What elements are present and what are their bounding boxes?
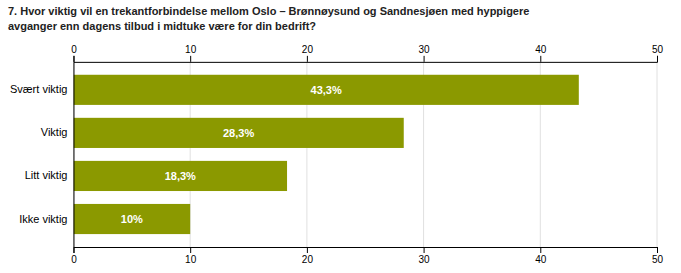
tick-mark [190, 56, 191, 62]
tick-mark [540, 56, 541, 62]
bar [73, 118, 403, 148]
tick-label: 10 [185, 44, 197, 55]
tick: 10 [185, 247, 197, 265]
tick-mark [657, 56, 658, 62]
tick: 50 [652, 247, 664, 265]
tick: 30 [419, 247, 431, 265]
bar [73, 204, 190, 234]
tick-mark [657, 247, 658, 253]
plot: 43,3% 28,3% 18,3% 10% 0 10 20 30 40 50 0 10 20 30 40 50… [10, 44, 663, 265]
tick: 20 [302, 247, 314, 265]
tick-label: 30 [419, 254, 431, 265]
tick: Litt viktig [25, 169, 74, 181]
tick-label: Ikke viktig [19, 213, 67, 225]
axis-line [73, 62, 74, 247]
tick: 30 [419, 44, 431, 62]
y-axis: Svært viktig Viktig Litt viktig Ikke viktig [10, 62, 74, 247]
tick: 50 [652, 44, 664, 62]
tick-label: Svært viktig [10, 83, 67, 95]
tick-label: 0 [71, 44, 77, 55]
data-label: 10% [121, 213, 143, 225]
title-line: 7. Hvor viktig vil en trekantforbindelse… [8, 5, 529, 17]
tick-label: Viktig [41, 126, 68, 138]
tick-label: 20 [302, 44, 314, 55]
tick: Ikke viktig [19, 213, 73, 225]
data-label: 43,3% [311, 84, 342, 96]
data-labels: 43,3% 28,3% 18,3% 10% [121, 84, 342, 225]
tick: Viktig [41, 126, 74, 138]
grid [73, 62, 657, 247]
axis-line [74, 248, 658, 254]
bars [73, 75, 578, 234]
tick: 10 [185, 44, 197, 62]
tick: Svært viktig [10, 83, 73, 95]
bar [73, 75, 578, 105]
tick-label: 50 [652, 44, 664, 55]
tick-mark [424, 247, 425, 253]
x-axis-bottom: 0 10 20 30 40 50 [71, 247, 663, 265]
tick-label: 10 [185, 254, 197, 265]
tick-label: 30 [419, 44, 431, 55]
tick-mark [307, 56, 308, 62]
bar [73, 161, 287, 191]
data-label: 18,3% [165, 170, 196, 182]
tick-label: 0 [71, 254, 77, 265]
x-axis-top: 0 10 20 30 40 50 [71, 44, 663, 63]
tick-mark [540, 247, 541, 253]
tick-label: 40 [535, 44, 547, 55]
grid-line [73, 62, 74, 247]
title: 7. Hvor viktig vil en trekantforbindelse… [8, 5, 529, 32]
tick-mark [190, 247, 191, 253]
grid-line [657, 62, 658, 247]
tick: 40 [535, 44, 547, 62]
title-line: avganger enn dagens tilbud i midtuke vær… [8, 20, 316, 32]
tick-mark [424, 56, 425, 62]
data-label: 28,3% [223, 127, 254, 139]
tick: 0 [71, 44, 77, 62]
tick-mark [307, 247, 308, 253]
tick: 40 [535, 247, 547, 265]
tick: 0 [71, 247, 77, 265]
tick-label: Litt viktig [25, 169, 68, 181]
tick-mark [73, 247, 74, 253]
tick-mark [73, 56, 74, 62]
tick-label: 40 [535, 254, 547, 265]
axis-line [74, 56, 658, 63]
tick-label: 20 [302, 254, 314, 265]
chart-container: 7. Hvor viktig vil en trekantforbindelse… [0, 0, 681, 273]
tick: 20 [302, 44, 314, 62]
chart: 7. Hvor viktig vil en trekantforbindelse… [0, 0, 681, 273]
tick-label: 50 [652, 254, 664, 265]
